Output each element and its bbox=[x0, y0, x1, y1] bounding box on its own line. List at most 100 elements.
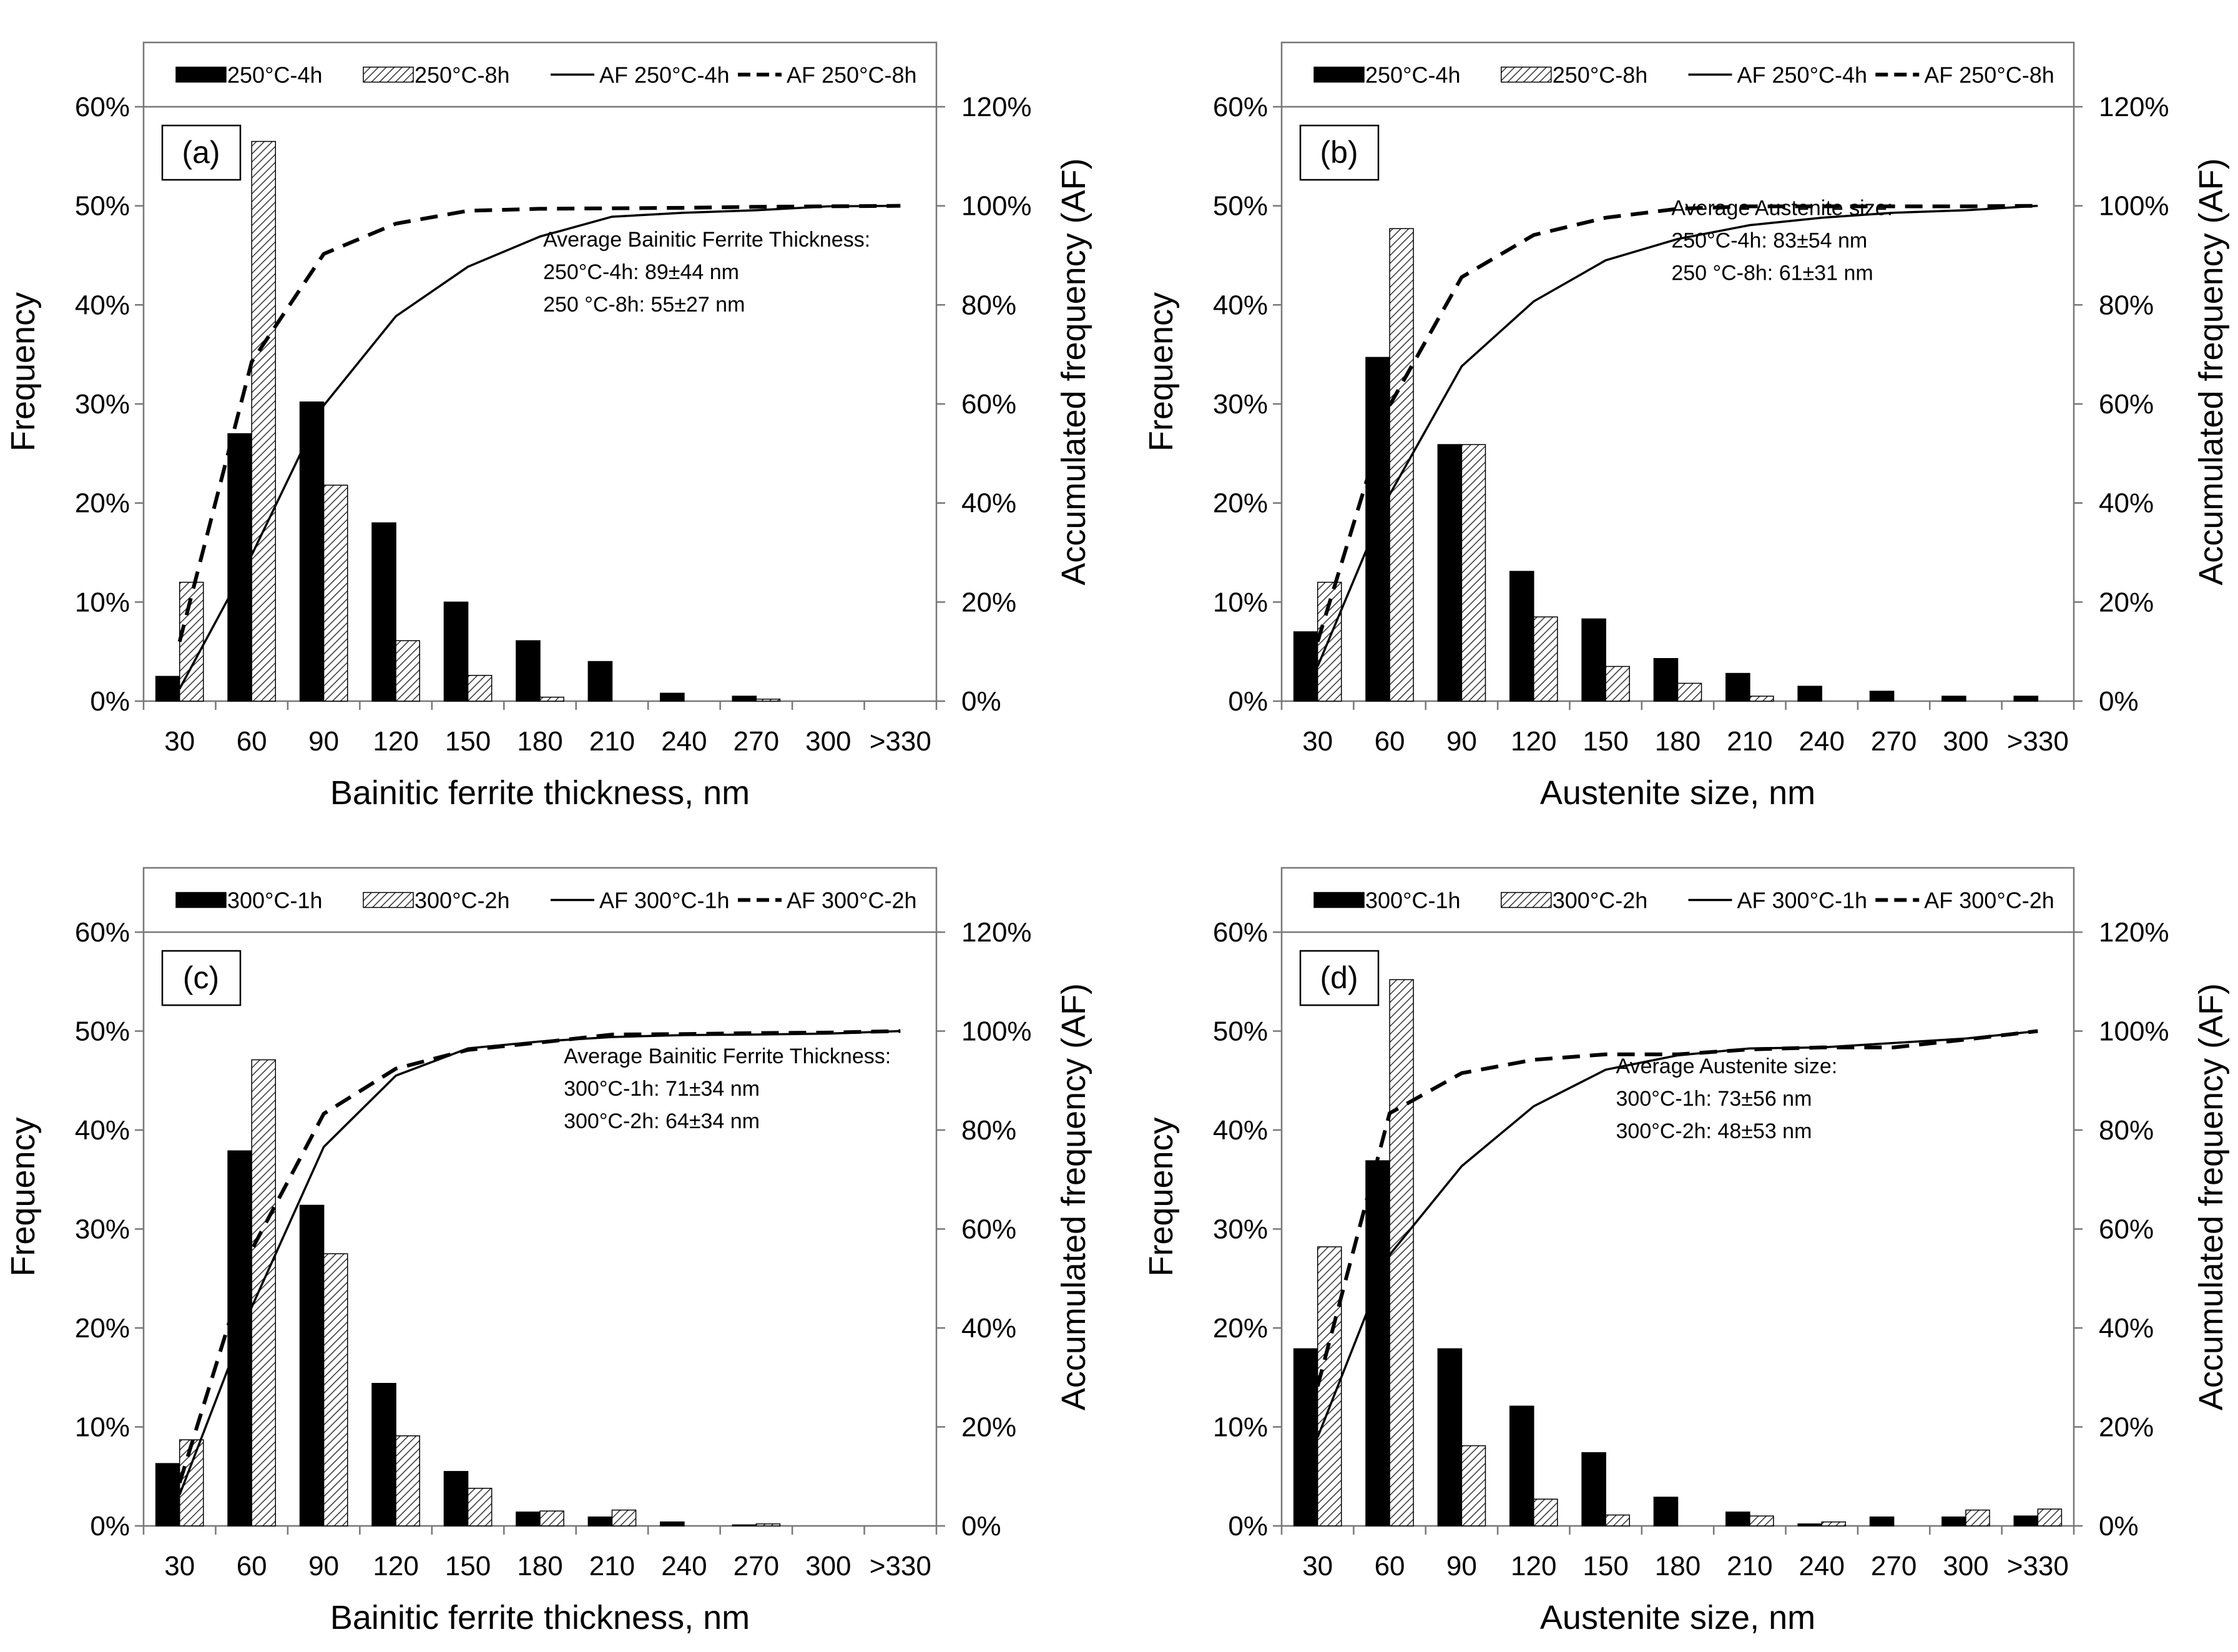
bar-hatched bbox=[1461, 444, 1486, 702]
chart-panel-d: 0% 10% 20% 30% 40% 50% 60% 0% 20% 40% 60% 80% 100% 12… bbox=[1142, 867, 2230, 1636]
x-tick-label: 180 bbox=[1655, 1551, 1701, 1581]
bar-hatched bbox=[1749, 696, 1774, 702]
x-tick-label: 30 bbox=[1302, 1551, 1333, 1581]
x-tick-label: 60 bbox=[1375, 1551, 1405, 1581]
legend-label: AF 300°C-2h bbox=[787, 888, 917, 913]
y-tick-label: 60% bbox=[75, 92, 130, 122]
y2-axis-title: Accumulated frequency (AF) bbox=[2192, 158, 2230, 585]
bar-solid bbox=[1437, 444, 1463, 702]
y-tick-label: 40% bbox=[1213, 290, 1268, 320]
y-tick-label: 60% bbox=[1213, 917, 1268, 948]
y2-tick-label: 40% bbox=[2099, 1313, 2154, 1344]
y-tick-label: 50% bbox=[75, 1016, 130, 1047]
bar-hatched bbox=[323, 484, 348, 702]
bar-hatched bbox=[539, 696, 564, 702]
y2-tick-label: 60% bbox=[961, 389, 1016, 420]
panel-label: (d) bbox=[1320, 960, 1358, 995]
y2-tick-label: 120% bbox=[961, 917, 1032, 948]
y-tick-label: 30% bbox=[1213, 389, 1268, 420]
x-tick-label: 210 bbox=[1727, 1551, 1772, 1581]
bar-solid bbox=[1869, 1516, 1895, 1527]
y2-tick-label: 0% bbox=[961, 1511, 1001, 1541]
x-tick-label: 60 bbox=[237, 1551, 267, 1581]
legend-label: 300°C-2h bbox=[1553, 888, 1648, 913]
y-tick-label: 30% bbox=[1213, 1214, 1268, 1245]
x-tick-label: 120 bbox=[1511, 1551, 1556, 1581]
x-tick-label: 150 bbox=[445, 726, 491, 757]
bar-solid bbox=[155, 1463, 180, 1527]
x-tick-label: 240 bbox=[1799, 1551, 1845, 1581]
y2-tick-label: 40% bbox=[961, 1313, 1016, 1344]
y2-tick-label: 100% bbox=[2099, 1016, 2169, 1047]
y-tick-label: 50% bbox=[1213, 191, 1268, 222]
bar-hatched bbox=[1677, 682, 1702, 702]
annotation-line: 300°C-2h: 64±34 nm bbox=[564, 1109, 760, 1133]
y-tick-label: 10% bbox=[75, 587, 130, 617]
af-line-dashed bbox=[1315, 204, 2038, 642]
x-axis-title: Bainitic ferrite thickness, nm bbox=[330, 1599, 750, 1636]
x-tick-label: 120 bbox=[373, 726, 418, 757]
x-tick-label: 240 bbox=[1799, 726, 1845, 757]
annotation-line: Average Bainitic Ferrite Thickness: bbox=[564, 1045, 891, 1068]
y-tick-label: 0% bbox=[1228, 1511, 1268, 1541]
annotation-line: 300°C-1h: 73±56 nm bbox=[1616, 1087, 1812, 1111]
y-tick-label: 0% bbox=[1228, 686, 1268, 717]
bar-solid bbox=[1293, 631, 1318, 702]
legend-label: 300°C-2h bbox=[415, 888, 510, 913]
y2-tick-label: 100% bbox=[961, 191, 1032, 222]
x-tick-label: >330 bbox=[2007, 726, 2069, 757]
bar-solid bbox=[660, 1521, 685, 1527]
bar-solid bbox=[1293, 1348, 1318, 1527]
bar-hatched bbox=[395, 1435, 420, 1527]
y2-tick-label: 0% bbox=[2099, 1511, 2139, 1541]
y2-tick-label: 20% bbox=[2099, 1412, 2154, 1443]
legend-swatch-solid bbox=[175, 892, 227, 908]
y2-tick-label: 80% bbox=[2099, 1115, 2154, 1146]
x-tick-label: 270 bbox=[1871, 1551, 1917, 1581]
y-tick-label: 30% bbox=[75, 1214, 130, 1245]
x-axis-title: Austenite size, nm bbox=[1540, 774, 1815, 812]
x-tick-label: 30 bbox=[164, 1551, 195, 1581]
y2-tick-label: 60% bbox=[961, 1214, 1016, 1245]
y-axis-title: Frequency bbox=[4, 292, 42, 451]
legend-label: 300°C-1h bbox=[227, 888, 323, 913]
chart-panel-b: 0% 10% 20% 30% 40% 50% 60% 0% 20% 40% 60% 80% 100% 12… bbox=[1142, 41, 2230, 812]
bar-solid bbox=[1869, 691, 1895, 702]
legend-label: AF 250°C-4h bbox=[599, 62, 730, 88]
legend-swatch-hatched bbox=[1501, 66, 1552, 83]
annotation-line: 250 °C-8h: 61±31 nm bbox=[1671, 261, 1873, 285]
y-tick-label: 20% bbox=[1213, 1313, 1268, 1344]
x-tick-label: 90 bbox=[308, 726, 339, 757]
af-line-dashed bbox=[177, 204, 901, 642]
y2-tick-label: 20% bbox=[2099, 587, 2154, 617]
annotation-line: Average Bainitic Ferrite Thickness: bbox=[543, 228, 870, 252]
y-axis-title: Frequency bbox=[4, 1117, 42, 1276]
y2-axis-title: Accumulated frequency (AF) bbox=[1055, 983, 1092, 1410]
bar-solid bbox=[227, 433, 252, 702]
bar-solid bbox=[371, 1383, 396, 1527]
bar-solid bbox=[2013, 696, 2039, 702]
bar-solid bbox=[732, 696, 757, 702]
legend-swatch-solid bbox=[1313, 66, 1365, 83]
x-tick-label: 120 bbox=[1511, 726, 1556, 757]
y2-tick-label: 120% bbox=[2099, 92, 2169, 122]
af-line-solid bbox=[1317, 204, 2038, 667]
chart-panel-c: 0% 10% 20% 30% 40% 50% 60% 0% 20% 40% 60% 80% 100% 12… bbox=[4, 867, 1092, 1636]
x-tick-label: 300 bbox=[1943, 726, 1988, 757]
bar-hatched bbox=[323, 1253, 348, 1527]
y2-tick-label: 100% bbox=[2099, 191, 2169, 222]
bar-solid bbox=[443, 601, 469, 702]
bar-solid bbox=[443, 1471, 469, 1527]
bar-solid bbox=[2013, 1515, 2039, 1527]
af-line-dashed bbox=[177, 1029, 901, 1483]
bar-solid bbox=[1581, 618, 1606, 702]
x-axis-title: Bainitic ferrite thickness, nm bbox=[330, 774, 750, 812]
bar-solid bbox=[1725, 1512, 1750, 1527]
y-axis-title: Frequency bbox=[1142, 292, 1180, 451]
y-tick-label: 10% bbox=[75, 1412, 130, 1443]
legend-swatch-solid bbox=[1313, 892, 1365, 908]
bar-solid bbox=[1365, 1160, 1390, 1527]
x-tick-label: 90 bbox=[1446, 726, 1477, 757]
bar-solid bbox=[1941, 696, 1966, 702]
y-tick-label: 40% bbox=[75, 1115, 130, 1146]
